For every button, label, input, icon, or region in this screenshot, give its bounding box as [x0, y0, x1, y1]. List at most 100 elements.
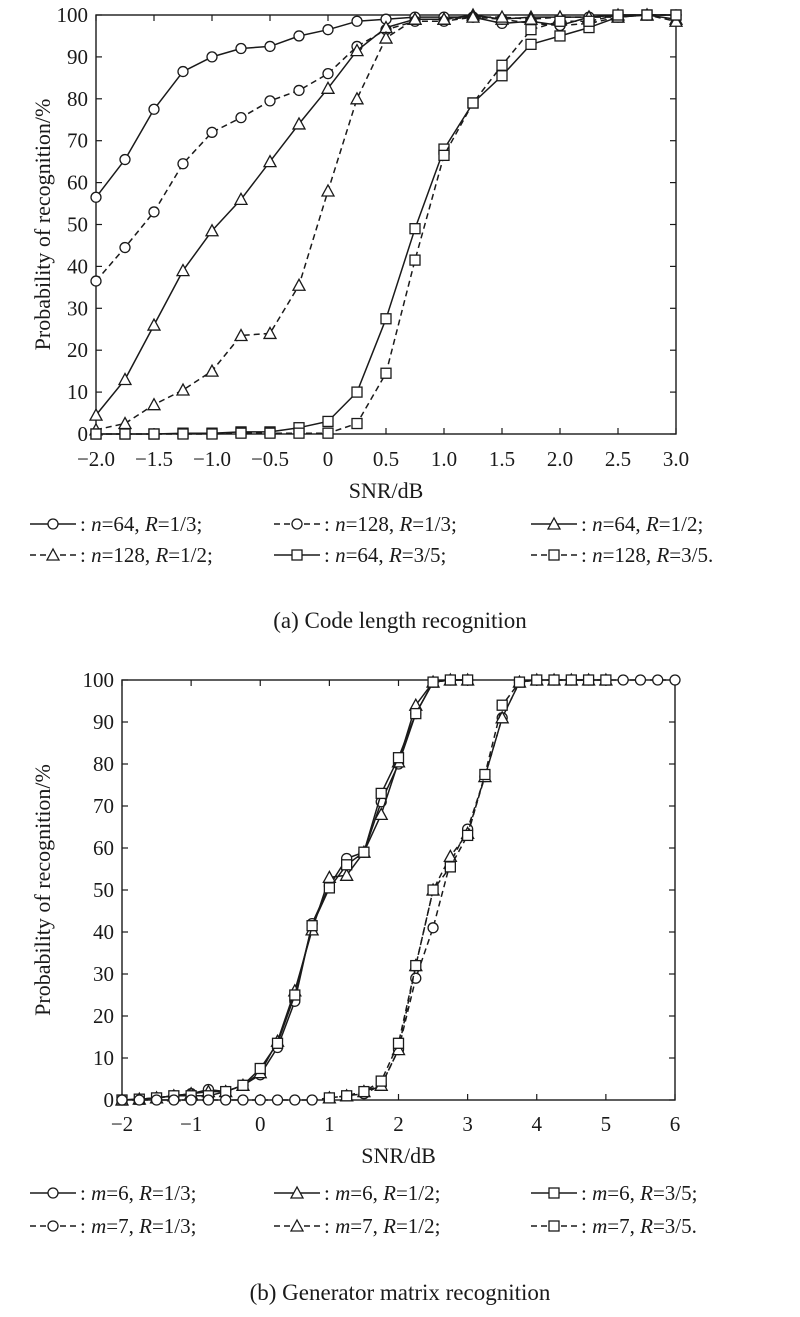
data-point [427, 884, 439, 896]
data-point [410, 959, 422, 972]
data-point [479, 768, 491, 781]
y-axis-label: Probability of recognition/% [30, 764, 55, 1016]
legend: : m=6, R=1/3;: m=6, R=1/2;: m=6, R=3/5;:… [30, 1181, 697, 1238]
data-point [322, 68, 334, 80]
x-axis-label: SNR/dB [349, 478, 424, 503]
data-point [351, 417, 363, 430]
data-point [358, 846, 370, 858]
data-point [119, 153, 131, 166]
data-point [444, 674, 456, 686]
data-point [206, 126, 218, 138]
data-point [177, 65, 189, 78]
legend-marker [548, 1187, 560, 1199]
data-point [204, 363, 220, 377]
legend-marker [47, 1187, 59, 1199]
data-point [117, 416, 133, 430]
data-point [669, 674, 681, 686]
legend-text-part: : [324, 543, 335, 567]
data-point [264, 427, 276, 439]
legend-text-part: n [91, 543, 102, 567]
x-tick-label: −2 [111, 1112, 133, 1136]
data-point [233, 328, 249, 342]
data-point [322, 427, 334, 439]
series-line [122, 679, 675, 1101]
x-tick-label: 0.5 [373, 447, 399, 471]
legend-text-part: =6, [350, 1181, 383, 1205]
data-point [322, 24, 334, 36]
data-point [264, 95, 276, 107]
legend-text-part: : [324, 512, 335, 536]
legend-text-part: n [592, 543, 603, 567]
data-point [554, 30, 566, 42]
legend-text-part: =1/2; [396, 1181, 441, 1205]
legend-text-part: =6, [607, 1181, 640, 1205]
legend-text-part: R [138, 1214, 152, 1238]
legend-text-part: =1/3; [158, 512, 203, 536]
data-point [525, 38, 537, 50]
data-point [306, 920, 318, 932]
legend-entry: : m=7, R=1/3; [80, 1214, 196, 1238]
data-point [341, 859, 353, 871]
legend-entry: : n=64, R=1/3; [80, 512, 202, 536]
data-point [582, 674, 595, 686]
data-point [177, 158, 189, 170]
data-point [494, 9, 510, 23]
legend-text-part: =7, [350, 1214, 383, 1238]
y-tick-label: 20 [93, 1004, 114, 1028]
y-tick-label: 20 [67, 338, 88, 362]
data-point [233, 192, 249, 206]
x-tick-label: 2.5 [605, 447, 631, 471]
series-line [329, 679, 606, 1099]
data-point [289, 1094, 301, 1106]
series-line [329, 679, 606, 1099]
legend-text-part: =64, [102, 512, 145, 536]
y-tick-label: 70 [67, 129, 88, 153]
data-point [90, 191, 102, 203]
legend-entry: : m=7, R=3/5. [581, 1214, 697, 1238]
data-point [461, 674, 474, 686]
data-point [554, 15, 566, 27]
data-point [323, 1092, 336, 1104]
x-tick-label: 5 [601, 1112, 612, 1136]
legend-text-part: R [144, 512, 158, 536]
legend-text-part: =128, [102, 543, 156, 567]
legend-entry: : m=7, R=1/2; [324, 1214, 440, 1238]
series [90, 9, 682, 440]
data-point [409, 254, 421, 266]
x-tick-label: 4 [532, 1112, 543, 1136]
data-point [293, 84, 305, 97]
data-point [513, 676, 526, 688]
data-point [583, 15, 595, 27]
y-tick-label: 90 [93, 710, 114, 734]
legend-marker [45, 547, 61, 561]
data-point [235, 42, 247, 55]
x-tick-label: −0.5 [251, 447, 289, 471]
legend-entry: : m=6, R=1/2; [324, 1181, 440, 1205]
data-point [467, 97, 479, 109]
x-tick-label: 1.5 [489, 447, 515, 471]
legend-text-part: n [592, 512, 603, 536]
legend-text-part: =3/5; [653, 1181, 698, 1205]
series [114, 672, 475, 1106]
data-point [617, 674, 629, 686]
data-point [220, 1094, 232, 1106]
data-point [351, 386, 363, 398]
data-point [235, 427, 247, 439]
legend-text-part: n [91, 512, 102, 536]
y-tick-label: 60 [93, 836, 114, 860]
legend-text-part: R [398, 512, 412, 536]
data-point [289, 989, 301, 1001]
legend-text-part: =1/2; [659, 512, 704, 536]
data-point [380, 313, 392, 325]
data-point [206, 428, 218, 440]
data-point [438, 149, 450, 162]
legend-text-part: m [335, 1181, 350, 1205]
data-point [409, 223, 421, 235]
data-point [407, 11, 423, 25]
data-point [358, 1085, 370, 1098]
data-point [322, 415, 334, 428]
y-tick-label: 100 [57, 3, 89, 27]
data-point [175, 263, 191, 277]
x-tick-label: −1.5 [135, 447, 173, 471]
figure-caption: (b) Generator matrix recognition [250, 1280, 551, 1305]
